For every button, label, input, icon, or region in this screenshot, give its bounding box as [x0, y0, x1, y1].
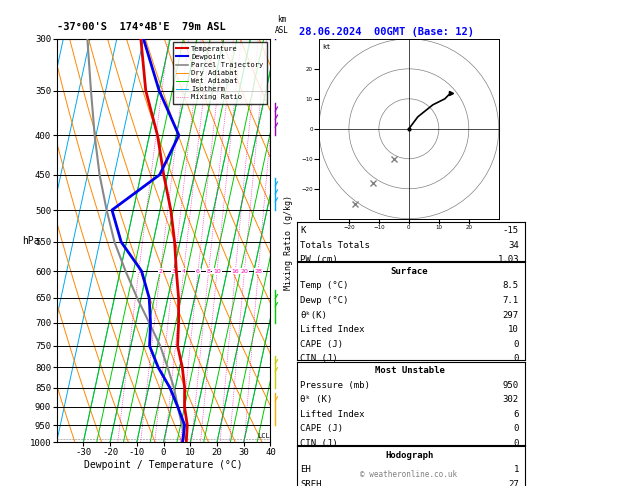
- Text: km
ASL: km ASL: [274, 16, 289, 35]
- Text: Pressure (mb): Pressure (mb): [300, 381, 370, 390]
- Text: 7.1: 7.1: [503, 296, 519, 305]
- Text: θᵏ(K): θᵏ(K): [300, 311, 327, 320]
- Text: K: K: [300, 226, 306, 235]
- Text: 0: 0: [513, 354, 519, 364]
- Text: Totals Totals: Totals Totals: [300, 241, 370, 250]
- Text: Lifted Index: Lifted Index: [300, 410, 365, 419]
- Text: Surface: Surface: [391, 267, 428, 276]
- Text: CIN (J): CIN (J): [300, 439, 338, 448]
- Text: 27: 27: [508, 480, 519, 486]
- Text: CAPE (J): CAPE (J): [300, 424, 343, 434]
- Text: 8: 8: [207, 269, 211, 274]
- Text: 6: 6: [196, 269, 200, 274]
- Text: PW (cm): PW (cm): [300, 255, 338, 264]
- Text: Most Unstable: Most Unstable: [374, 366, 445, 375]
- Text: 4: 4: [182, 269, 186, 274]
- Text: 0: 0: [513, 424, 519, 434]
- Text: LCL: LCL: [258, 433, 270, 439]
- Legend: Temperature, Dewpoint, Parcel Trajectory, Dry Adiabat, Wet Adiabat, Isotherm, Mi: Temperature, Dewpoint, Parcel Trajectory…: [172, 42, 267, 104]
- Text: θᵏ (K): θᵏ (K): [300, 395, 332, 404]
- Text: Hodograph: Hodograph: [386, 451, 433, 460]
- Text: Mixing Ratio (g/kg): Mixing Ratio (g/kg): [284, 195, 292, 291]
- Text: CIN (J): CIN (J): [300, 354, 338, 364]
- Text: 10: 10: [213, 269, 221, 274]
- Text: © weatheronline.co.uk: © weatheronline.co.uk: [360, 469, 457, 479]
- Text: SREH: SREH: [300, 480, 321, 486]
- Text: 1.03: 1.03: [498, 255, 519, 264]
- Text: hPa: hPa: [22, 236, 40, 245]
- Text: CAPE (J): CAPE (J): [300, 340, 343, 349]
- Text: 297: 297: [503, 311, 519, 320]
- Text: 28.06.2024  00GMT (Base: 12): 28.06.2024 00GMT (Base: 12): [299, 27, 474, 37]
- Text: 2: 2: [159, 269, 162, 274]
- Text: 34: 34: [508, 241, 519, 250]
- Text: 950: 950: [503, 381, 519, 390]
- Text: 10: 10: [508, 325, 519, 334]
- Text: 302: 302: [503, 395, 519, 404]
- Text: Temp (°C): Temp (°C): [300, 281, 348, 291]
- X-axis label: Dewpoint / Temperature (°C): Dewpoint / Temperature (°C): [84, 460, 243, 469]
- Text: 3: 3: [172, 269, 176, 274]
- Text: 0: 0: [513, 439, 519, 448]
- Text: Lifted Index: Lifted Index: [300, 325, 365, 334]
- Text: 16: 16: [231, 269, 239, 274]
- Text: -15: -15: [503, 226, 519, 235]
- Text: 8.5: 8.5: [503, 281, 519, 291]
- Text: 1: 1: [137, 269, 141, 274]
- Text: kt: kt: [323, 44, 331, 50]
- Text: Dewp (°C): Dewp (°C): [300, 296, 348, 305]
- Text: 28: 28: [254, 269, 262, 274]
- Text: 20: 20: [240, 269, 248, 274]
- Text: -37°00'S  174°4B'E  79m ASL: -37°00'S 174°4B'E 79m ASL: [57, 21, 225, 32]
- Text: EH: EH: [300, 465, 311, 474]
- Text: 6: 6: [513, 410, 519, 419]
- Text: 1: 1: [513, 465, 519, 474]
- Text: 0: 0: [513, 340, 519, 349]
